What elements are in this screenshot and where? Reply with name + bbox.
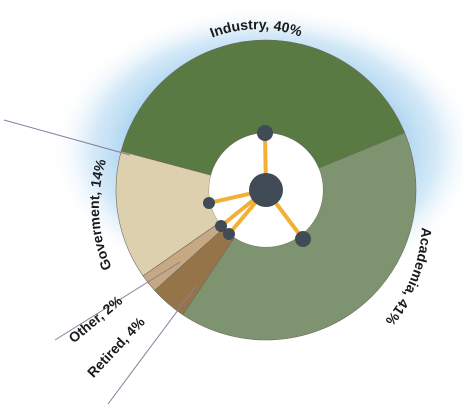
node-lower-right	[295, 231, 311, 247]
node-bottom-left-a	[215, 220, 227, 232]
node-top	[257, 125, 273, 141]
leader-line-other	[54, 261, 181, 341]
leader-line-goverment	[3, 119, 131, 156]
leader-line-retired	[107, 285, 197, 404]
node-bottom-left-b	[223, 228, 235, 240]
hub-center	[249, 173, 283, 207]
hub-group	[203, 125, 311, 247]
slice-industry	[120, 39, 406, 176]
node-left	[203, 197, 215, 209]
